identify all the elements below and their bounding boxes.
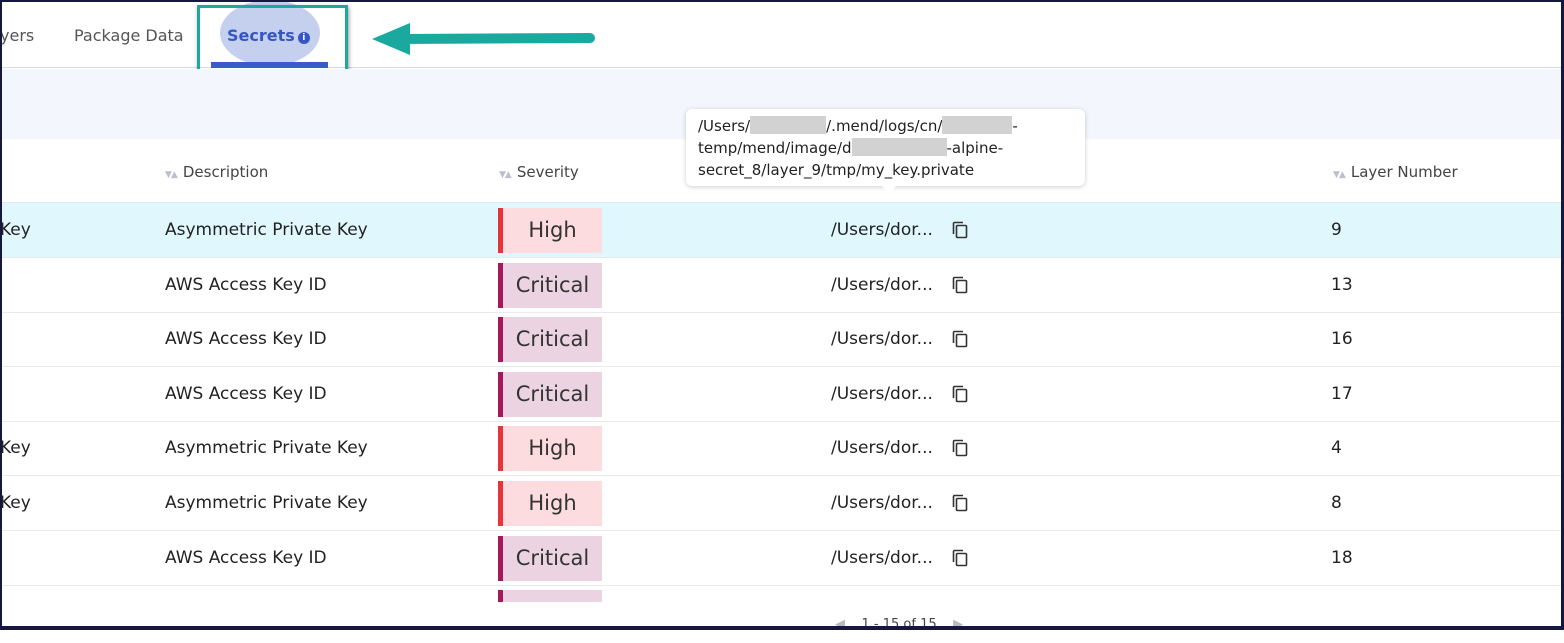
secret-type: Key bbox=[0, 220, 31, 240]
description: AWS Access Key ID bbox=[165, 547, 327, 568]
tab-layers[interactable]: yers bbox=[0, 26, 35, 45]
table-row-partial bbox=[0, 588, 1564, 643]
column-header-severity[interactable]: ▼▲ Severity bbox=[499, 163, 579, 181]
description: Asymmetric Private Key bbox=[165, 438, 368, 459]
redacted bbox=[750, 116, 827, 134]
copy-icon[interactable] bbox=[952, 330, 968, 348]
path-tooltip: /Users//.mend/logs/cn/- temp/mend/image/… bbox=[686, 109, 1085, 193]
secret-type: Key bbox=[0, 493, 31, 513]
arrow-left-icon bbox=[372, 23, 595, 55]
severity-badge: Critical bbox=[498, 317, 602, 363]
copy-icon[interactable] bbox=[952, 494, 968, 512]
table-row[interactable]: AWS Access Key ID Critical /Users/dor...… bbox=[0, 367, 1564, 422]
tab-secrets[interactable]: Secrets i bbox=[227, 26, 310, 45]
file-path[interactable]: /Users/dor... bbox=[831, 547, 933, 568]
file-path[interactable]: /Users/dor... bbox=[831, 383, 933, 404]
layer-number: 9 bbox=[1331, 220, 1342, 240]
severity-badge: High bbox=[498, 481, 602, 526]
copy-icon[interactable] bbox=[952, 549, 968, 567]
description: AWS Access Key ID bbox=[165, 274, 327, 295]
copy-icon[interactable] bbox=[952, 385, 968, 403]
active-tab-indicator bbox=[211, 62, 328, 68]
severity-badge: High bbox=[498, 426, 602, 472]
column-header-layer-number[interactable]: ▼▲ Layer Number bbox=[1333, 163, 1458, 181]
table-row[interactable]: Key Asymmetric Private Key High /Users/d… bbox=[0, 421, 1564, 477]
prev-page-icon[interactable]: ◀ bbox=[835, 617, 845, 632]
table-row[interactable]: Key Asymmetric Private Key High /Users/d… bbox=[0, 476, 1564, 531]
layer-number: 4 bbox=[1331, 438, 1342, 459]
file-path[interactable]: /Users/dor... bbox=[831, 329, 933, 350]
file-path[interactable]: /Users/dor... bbox=[831, 220, 933, 240]
table-header: ▼▲ Description ▼▲ Severity ▼▲ Layer Number bbox=[0, 139, 1564, 203]
severity-badge: Critical bbox=[498, 535, 602, 581]
layer-number: 17 bbox=[1331, 383, 1353, 404]
next-page-icon[interactable]: ▶ bbox=[953, 617, 964, 632]
table-row[interactable]: AWS Access Key ID Critical /Users/dor...… bbox=[0, 531, 1564, 586]
table-row[interactable]: AWS Access Key ID Critical /Users/dor...… bbox=[0, 312, 1564, 368]
file-path[interactable]: /Users/dor... bbox=[831, 274, 933, 295]
layer-number: 13 bbox=[1331, 274, 1353, 295]
layer-number: 18 bbox=[1331, 547, 1353, 568]
tab-bar: yers Package Data Secrets i bbox=[0, 0, 1564, 68]
table-row[interactable]: AWS Access Key ID Critical /Users/dor...… bbox=[0, 258, 1564, 313]
severity-badge bbox=[498, 590, 602, 602]
severity-badge: Critical bbox=[498, 262, 602, 308]
tab-secrets-label: Secrets bbox=[227, 26, 295, 45]
redacted bbox=[942, 116, 1013, 134]
layer-number: 16 bbox=[1331, 329, 1353, 350]
file-path[interactable]: /Users/dor... bbox=[831, 438, 933, 459]
description: AWS Access Key ID bbox=[165, 329, 327, 350]
copy-icon[interactable] bbox=[952, 439, 968, 457]
sort-icon: ▼▲ bbox=[1333, 170, 1346, 180]
secret-type: Key bbox=[0, 438, 31, 459]
redacted bbox=[851, 138, 947, 156]
highlight-box bbox=[197, 5, 348, 73]
tab-package-data[interactable]: Package Data bbox=[74, 26, 184, 45]
severity-badge: Critical bbox=[498, 371, 602, 417]
description: AWS Access Key ID bbox=[165, 383, 327, 404]
copy-icon[interactable] bbox=[952, 221, 968, 239]
file-path[interactable]: /Users/dor... bbox=[831, 493, 933, 513]
severity-badge: High bbox=[498, 208, 602, 253]
description: Asymmetric Private Key bbox=[165, 220, 368, 240]
description: Asymmetric Private Key bbox=[165, 493, 368, 513]
table-row[interactable]: Key Asymmetric Private Key High /Users/d… bbox=[0, 203, 1564, 258]
sort-icon: ▼▲ bbox=[499, 170, 512, 180]
layer-number: 8 bbox=[1331, 493, 1342, 513]
sort-icon: ▼▲ bbox=[165, 170, 178, 180]
copy-icon[interactable] bbox=[952, 276, 968, 294]
column-header-description[interactable]: ▼▲ Description bbox=[165, 163, 269, 181]
info-icon[interactable]: i bbox=[297, 32, 310, 44]
